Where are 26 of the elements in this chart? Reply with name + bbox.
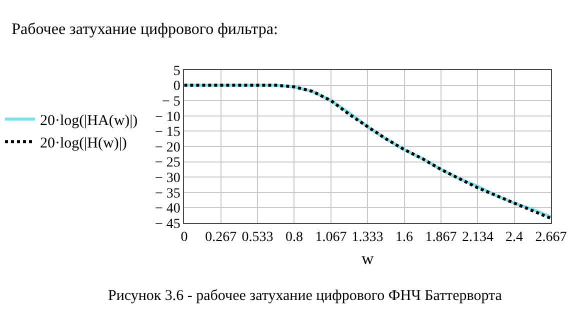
x-tick-label: 1.6 bbox=[396, 230, 414, 245]
y-tick-label: − 20 bbox=[155, 140, 180, 156]
legend-label: 20·log(|H(w)|) bbox=[40, 136, 127, 152]
y-tick-label: − 25 bbox=[155, 156, 180, 171]
legend-label: 20·log(|HA(w)|) bbox=[40, 113, 138, 129]
x-tick-label: 2.4 bbox=[506, 230, 524, 245]
y-tick-label: 5 bbox=[173, 64, 180, 79]
y-tick-label: − 5 bbox=[162, 94, 180, 110]
y-tick-label: − 45 bbox=[155, 216, 180, 232]
x-tick-label: 0.533 bbox=[242, 230, 274, 245]
x-tick-label: 1.333 bbox=[352, 230, 384, 245]
y-tick-label: 0 bbox=[173, 79, 180, 94]
y-tick-label: − 40 bbox=[155, 202, 180, 217]
x-tick-label: 1.067 bbox=[315, 230, 347, 245]
x-axis-title: w bbox=[361, 249, 374, 268]
y-tick-label: − 10 bbox=[155, 110, 180, 125]
x-tick-label: 2.667 bbox=[535, 230, 567, 245]
chart-title: Рабочее затухание цифрового фильтра: bbox=[12, 21, 278, 38]
y-tick-label: − 15 bbox=[155, 125, 180, 140]
text: Рисунок 3.6 - рабочее затухание цифрового ФНЧ Баттерворта bbox=[108, 288, 502, 304]
x-tick-label: 2.134 bbox=[462, 230, 494, 245]
y-tick-label: − 30 bbox=[155, 171, 180, 186]
y-tick-label: − 35 bbox=[155, 186, 180, 202]
x-tick-label: 1.867 bbox=[425, 230, 457, 245]
x-tick-label: 0.8 bbox=[285, 230, 303, 245]
x-tick-label: 0.267 bbox=[205, 230, 237, 245]
